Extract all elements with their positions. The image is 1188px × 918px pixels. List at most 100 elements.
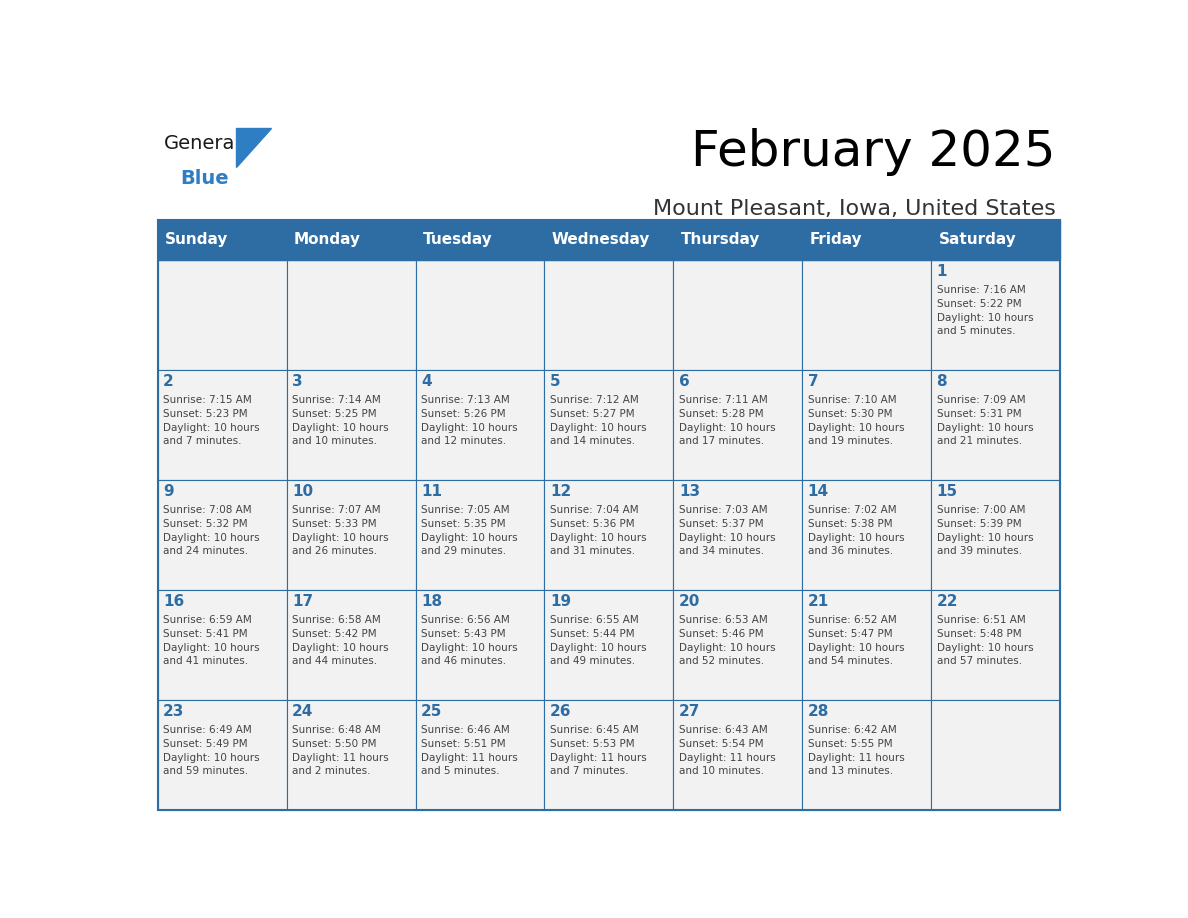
Text: 18: 18 <box>421 594 442 610</box>
Text: Sunrise: 6:51 AM
Sunset: 5:48 PM
Daylight: 10 hours
and 57 minutes.: Sunrise: 6:51 AM Sunset: 5:48 PM Dayligh… <box>936 615 1034 666</box>
Text: 28: 28 <box>808 704 829 719</box>
Bar <box>286 590 416 700</box>
Bar <box>158 219 1060 810</box>
Bar <box>286 700 416 810</box>
Text: 10: 10 <box>292 484 314 499</box>
Bar <box>158 219 1060 260</box>
Text: 26: 26 <box>550 704 571 719</box>
Text: 3: 3 <box>292 375 303 389</box>
Text: Thursday: Thursday <box>681 232 760 247</box>
Text: Blue: Blue <box>181 170 229 188</box>
Bar <box>931 260 1060 370</box>
Text: Sunrise: 6:58 AM
Sunset: 5:42 PM
Daylight: 10 hours
and 44 minutes.: Sunrise: 6:58 AM Sunset: 5:42 PM Dayligh… <box>292 615 388 666</box>
Bar <box>544 700 674 810</box>
Text: Sunrise: 6:52 AM
Sunset: 5:47 PM
Daylight: 10 hours
and 54 minutes.: Sunrise: 6:52 AM Sunset: 5:47 PM Dayligh… <box>808 615 904 666</box>
Text: 27: 27 <box>678 704 700 719</box>
Text: Sunrise: 7:00 AM
Sunset: 5:39 PM
Daylight: 10 hours
and 39 minutes.: Sunrise: 7:00 AM Sunset: 5:39 PM Dayligh… <box>936 506 1034 556</box>
Text: Sunrise: 7:09 AM
Sunset: 5:31 PM
Daylight: 10 hours
and 21 minutes.: Sunrise: 7:09 AM Sunset: 5:31 PM Dayligh… <box>936 396 1034 446</box>
Bar <box>544 370 674 480</box>
Text: Sunrise: 7:11 AM
Sunset: 5:28 PM
Daylight: 10 hours
and 17 minutes.: Sunrise: 7:11 AM Sunset: 5:28 PM Dayligh… <box>678 396 776 446</box>
Text: Wednesday: Wednesday <box>551 232 650 247</box>
Bar <box>674 590 802 700</box>
Text: Sunrise: 6:55 AM
Sunset: 5:44 PM
Daylight: 10 hours
and 49 minutes.: Sunrise: 6:55 AM Sunset: 5:44 PM Dayligh… <box>550 615 646 666</box>
Text: Sunrise: 6:56 AM
Sunset: 5:43 PM
Daylight: 10 hours
and 46 minutes.: Sunrise: 6:56 AM Sunset: 5:43 PM Dayligh… <box>421 615 518 666</box>
Text: Sunrise: 7:07 AM
Sunset: 5:33 PM
Daylight: 10 hours
and 26 minutes.: Sunrise: 7:07 AM Sunset: 5:33 PM Dayligh… <box>292 506 388 556</box>
Text: 21: 21 <box>808 594 829 610</box>
Bar <box>931 370 1060 480</box>
Text: Saturday: Saturday <box>939 232 1016 247</box>
Text: Sunrise: 7:02 AM
Sunset: 5:38 PM
Daylight: 10 hours
and 36 minutes.: Sunrise: 7:02 AM Sunset: 5:38 PM Dayligh… <box>808 506 904 556</box>
Text: 4: 4 <box>421 375 431 389</box>
Text: Sunrise: 6:46 AM
Sunset: 5:51 PM
Daylight: 11 hours
and 5 minutes.: Sunrise: 6:46 AM Sunset: 5:51 PM Dayligh… <box>421 725 518 777</box>
Bar <box>931 700 1060 810</box>
Text: 23: 23 <box>163 704 184 719</box>
Bar <box>544 260 674 370</box>
Bar <box>416 590 544 700</box>
Text: Sunrise: 6:49 AM
Sunset: 5:49 PM
Daylight: 10 hours
and 59 minutes.: Sunrise: 6:49 AM Sunset: 5:49 PM Dayligh… <box>163 725 260 777</box>
Text: Sunrise: 7:08 AM
Sunset: 5:32 PM
Daylight: 10 hours
and 24 minutes.: Sunrise: 7:08 AM Sunset: 5:32 PM Dayligh… <box>163 506 260 556</box>
Text: 12: 12 <box>550 484 571 499</box>
Text: 2: 2 <box>163 375 173 389</box>
Text: Tuesday: Tuesday <box>423 232 493 247</box>
Text: Sunrise: 7:16 AM
Sunset: 5:22 PM
Daylight: 10 hours
and 5 minutes.: Sunrise: 7:16 AM Sunset: 5:22 PM Dayligh… <box>936 285 1034 336</box>
Text: Sunrise: 6:59 AM
Sunset: 5:41 PM
Daylight: 10 hours
and 41 minutes.: Sunrise: 6:59 AM Sunset: 5:41 PM Dayligh… <box>163 615 260 666</box>
Text: Sunrise: 7:05 AM
Sunset: 5:35 PM
Daylight: 10 hours
and 29 minutes.: Sunrise: 7:05 AM Sunset: 5:35 PM Dayligh… <box>421 506 518 556</box>
Bar <box>931 590 1060 700</box>
Text: 13: 13 <box>678 484 700 499</box>
Bar <box>544 480 674 590</box>
Bar <box>802 370 931 480</box>
Text: Sunrise: 7:12 AM
Sunset: 5:27 PM
Daylight: 10 hours
and 14 minutes.: Sunrise: 7:12 AM Sunset: 5:27 PM Dayligh… <box>550 396 646 446</box>
Text: 22: 22 <box>936 594 958 610</box>
Text: Monday: Monday <box>293 232 361 247</box>
Bar <box>544 590 674 700</box>
Bar <box>416 370 544 480</box>
Text: Sunday: Sunday <box>165 232 228 247</box>
Text: 19: 19 <box>550 594 571 610</box>
Bar <box>286 480 416 590</box>
Bar <box>158 260 286 370</box>
Polygon shape <box>236 128 271 167</box>
Text: Friday: Friday <box>809 232 862 247</box>
Text: 17: 17 <box>292 594 314 610</box>
Text: Sunrise: 6:42 AM
Sunset: 5:55 PM
Daylight: 11 hours
and 13 minutes.: Sunrise: 6:42 AM Sunset: 5:55 PM Dayligh… <box>808 725 904 777</box>
Text: Sunrise: 7:14 AM
Sunset: 5:25 PM
Daylight: 10 hours
and 10 minutes.: Sunrise: 7:14 AM Sunset: 5:25 PM Dayligh… <box>292 396 388 446</box>
Bar <box>674 370 802 480</box>
Text: General: General <box>164 134 241 153</box>
Text: 5: 5 <box>550 375 561 389</box>
Text: Sunrise: 6:43 AM
Sunset: 5:54 PM
Daylight: 11 hours
and 10 minutes.: Sunrise: 6:43 AM Sunset: 5:54 PM Dayligh… <box>678 725 776 777</box>
Bar <box>286 260 416 370</box>
Text: 9: 9 <box>163 484 173 499</box>
Bar <box>416 480 544 590</box>
Text: 24: 24 <box>292 704 314 719</box>
Text: 11: 11 <box>421 484 442 499</box>
Text: 20: 20 <box>678 594 700 610</box>
Bar <box>802 260 931 370</box>
Text: 6: 6 <box>678 375 689 389</box>
Bar <box>931 480 1060 590</box>
Text: 14: 14 <box>808 484 829 499</box>
Text: Sunrise: 6:53 AM
Sunset: 5:46 PM
Daylight: 10 hours
and 52 minutes.: Sunrise: 6:53 AM Sunset: 5:46 PM Dayligh… <box>678 615 776 666</box>
Text: 7: 7 <box>808 375 819 389</box>
Text: Sunrise: 7:03 AM
Sunset: 5:37 PM
Daylight: 10 hours
and 34 minutes.: Sunrise: 7:03 AM Sunset: 5:37 PM Dayligh… <box>678 506 776 556</box>
Bar <box>158 700 286 810</box>
Bar <box>802 590 931 700</box>
Text: Sunrise: 6:48 AM
Sunset: 5:50 PM
Daylight: 11 hours
and 2 minutes.: Sunrise: 6:48 AM Sunset: 5:50 PM Dayligh… <box>292 725 388 777</box>
Bar <box>416 260 544 370</box>
Text: Sunrise: 7:04 AM
Sunset: 5:36 PM
Daylight: 10 hours
and 31 minutes.: Sunrise: 7:04 AM Sunset: 5:36 PM Dayligh… <box>550 506 646 556</box>
Text: 16: 16 <box>163 594 184 610</box>
Bar <box>416 700 544 810</box>
Bar <box>674 700 802 810</box>
Bar <box>802 700 931 810</box>
Bar <box>802 480 931 590</box>
Bar <box>158 480 286 590</box>
Bar <box>158 590 286 700</box>
Text: Mount Pleasant, Iowa, United States: Mount Pleasant, Iowa, United States <box>652 198 1055 218</box>
Text: 15: 15 <box>936 484 958 499</box>
Bar <box>286 370 416 480</box>
Bar <box>674 260 802 370</box>
Text: 8: 8 <box>936 375 947 389</box>
Text: 1: 1 <box>936 264 947 279</box>
Bar <box>158 370 286 480</box>
Text: Sunrise: 7:15 AM
Sunset: 5:23 PM
Daylight: 10 hours
and 7 minutes.: Sunrise: 7:15 AM Sunset: 5:23 PM Dayligh… <box>163 396 260 446</box>
Text: 25: 25 <box>421 704 442 719</box>
